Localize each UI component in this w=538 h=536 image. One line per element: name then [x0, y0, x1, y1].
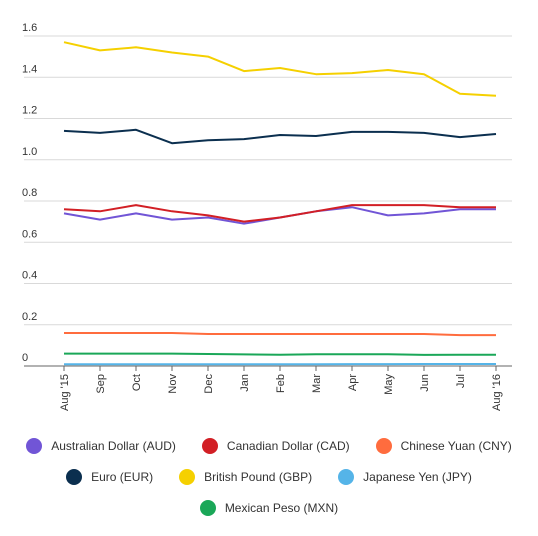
series-line-british-pound-gbp: [63, 41, 497, 97]
legend-item[interactable]: British Pound (GBP): [179, 469, 312, 485]
legend-swatch-icon: [338, 469, 355, 485]
series-line-euro-eur: [63, 128, 497, 145]
x-tick-label: Dec: [203, 374, 215, 394]
series-lines: [63, 41, 497, 366]
series-line-mexican-peso-mxn: [64, 352, 496, 356]
x-tick-label: Sep: [95, 374, 107, 394]
y-tick-label: 0.6: [22, 228, 37, 240]
x-tick-label: Mar: [311, 374, 323, 393]
legend-item[interactable]: Japanese Yen (JPY): [338, 469, 472, 485]
legend-swatch-icon: [66, 469, 83, 485]
y-tick-label: 0.8: [22, 187, 37, 199]
legend-label: Canadian Dollar (CAD): [226, 439, 350, 453]
y-tick-label: 1.6: [22, 22, 37, 34]
series-line-canadian-dollar-cad: [63, 204, 496, 223]
legend-item[interactable]: Australian Dollar (AUD): [26, 438, 176, 454]
legend-label: British Pound (GBP): [204, 470, 313, 484]
legend-label: Mexican Peso (MXN): [224, 501, 339, 515]
legend-label: Japanese Yen (JPY): [363, 470, 472, 484]
x-tick-label: Oct: [131, 374, 143, 391]
x-tick-label: Jun: [419, 374, 431, 392]
x-tick-label: May: [383, 374, 395, 395]
legend: Australian Dollar (AUD) Canadian Dollar (…: [0, 438, 538, 531]
legend-swatch-icon: [199, 500, 216, 516]
x-tick-label: Aug '15: [59, 374, 71, 411]
legend-label: Australian Dollar (AUD): [51, 439, 176, 453]
legend-item[interactable]: Canadian Dollar (CAD): [201, 438, 350, 454]
legend-row: Mexican Peso (MXN): [0, 500, 538, 516]
legend-swatch-icon: [179, 469, 196, 485]
y-tick-label: 0.2: [22, 311, 37, 323]
grid: [24, 35, 512, 326]
legend-item[interactable]: Mexican Peso (MXN): [199, 500, 339, 516]
legend-row: Australian Dollar (AUD) Canadian Dollar (…: [0, 438, 538, 454]
y-tick-label: 1.4: [22, 63, 37, 75]
x-tick-label: Jul: [455, 374, 467, 388]
y-tick-label: 1.2: [22, 105, 37, 117]
y-tick-label: 0.4: [22, 270, 37, 282]
x-tick-label: Jan: [239, 374, 251, 392]
y-tick-label: 0: [22, 352, 28, 364]
legend-swatch-icon: [201, 438, 218, 454]
x-tick-label: Nov: [167, 374, 179, 394]
series-line-australian-dollar-aud: [63, 206, 496, 225]
series-line-chinese-yuan-cny: [64, 332, 496, 337]
x-tick-label: Apr: [347, 374, 359, 391]
chart-canvas: 0 0.2 0.4 0.6 0.8 1.0 1.2 1.4 1.6 Aug '15 Sep Oct No…: [22, 22, 512, 411]
legend-item[interactable]: Chinese Yuan (CNY): [375, 438, 512, 454]
legend-label: Euro (EUR): [91, 470, 154, 484]
x-tick-label: Feb: [275, 374, 287, 393]
x-tick-label: Aug '16: [491, 374, 503, 411]
legend-row: Euro (EUR) British Pound (GBP) Japanese Ye…: [0, 469, 538, 485]
legend-swatch-icon: [26, 438, 43, 454]
axes: 0 0.2 0.4 0.6 0.8 1.0 1.2 1.4 1.6 Aug '15 Sep Oct No…: [22, 22, 512, 411]
legend-swatch-icon: [375, 438, 392, 454]
legend-label: Chinese Yuan (CNY): [400, 439, 512, 453]
y-tick-label: 1.0: [22, 146, 37, 158]
legend-item[interactable]: Euro (EUR): [66, 469, 153, 485]
